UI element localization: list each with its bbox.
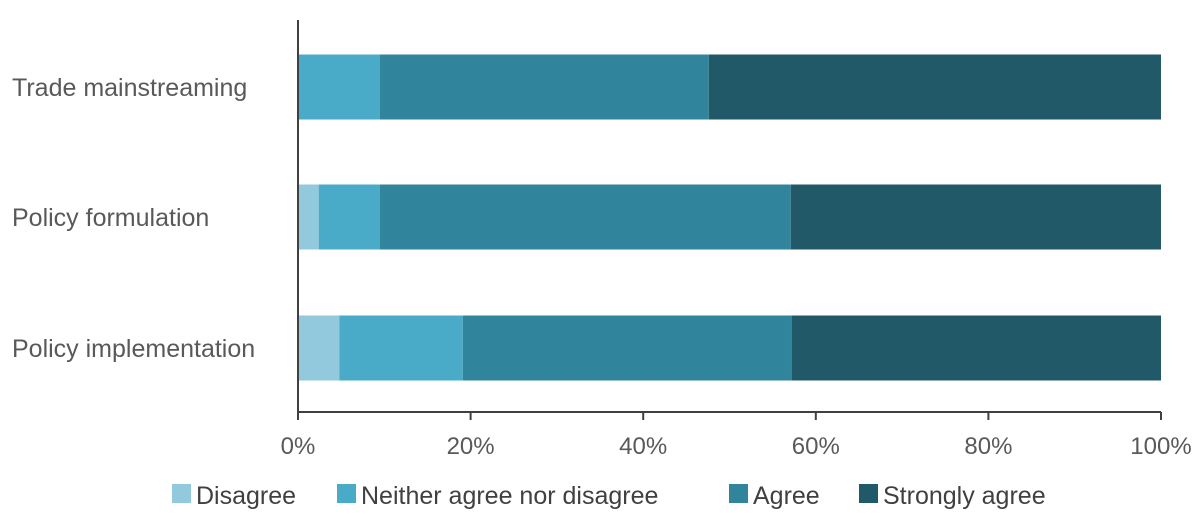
x-tick-label: 20% (447, 433, 495, 460)
legend-swatch (337, 484, 356, 503)
legend-label: Strongly agree (883, 482, 1046, 510)
bar-segment (298, 54, 380, 120)
category-label: Policy formulation (12, 204, 209, 232)
bar-segment (791, 315, 1161, 381)
bar-segment (379, 54, 709, 120)
bars-group (298, 54, 1161, 381)
bar-segment (379, 184, 791, 250)
category-label: Trade mainstreaming (12, 74, 247, 102)
bar-segment (298, 315, 340, 381)
bar-segment (298, 184, 319, 250)
bar-segment (790, 184, 1161, 250)
category-label: Policy implementation (12, 335, 255, 363)
legend-item: Strongly agree (859, 482, 1046, 510)
x-tick-label: 0% (281, 433, 316, 460)
x-tick-label: 60% (792, 433, 840, 460)
bar-segment (462, 315, 792, 381)
bar-segment (708, 54, 1161, 120)
legend-swatch (859, 484, 878, 503)
bar-segment (318, 184, 380, 250)
bar-segment (339, 315, 463, 381)
legend-swatch (172, 484, 191, 503)
legend-label: Neither agree nor disagree (361, 482, 658, 510)
legend-item: Agree (729, 482, 820, 510)
legend-label: Disagree (196, 482, 296, 510)
legend-item: Neither agree nor disagree (337, 482, 658, 510)
legend-label: Agree (753, 482, 820, 510)
x-tick-label: 80% (964, 433, 1012, 460)
x-tick-label: 40% (619, 433, 667, 460)
x-tick-label: 100% (1130, 433, 1191, 460)
legend-item: Disagree (172, 482, 296, 510)
legend-swatch (729, 484, 748, 503)
